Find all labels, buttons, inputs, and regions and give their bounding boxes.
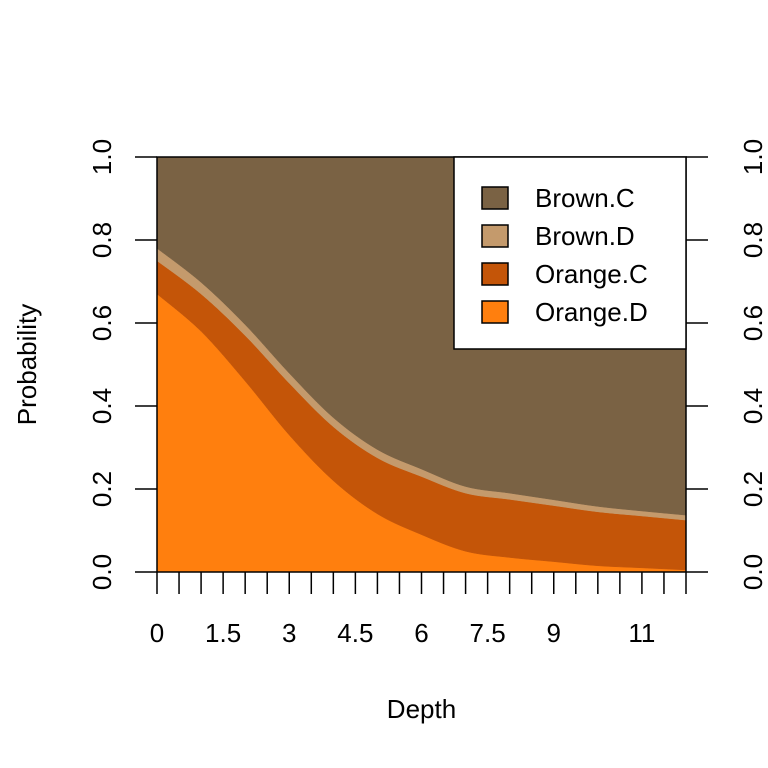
x-tick-label: 9 — [547, 618, 561, 648]
x-axis-title: Depth — [387, 694, 456, 724]
y-tick-label-left: 1.0 — [87, 139, 117, 175]
y-tick-label-right: 0.0 — [738, 554, 768, 590]
legend-label-orange-c: Orange.C — [535, 259, 648, 289]
legend-swatch-brown-d — [481, 224, 509, 248]
axes: 0 1.5 3 4.5 6 7.5 9 11 0.0 0.0 0.2 0.2 0.4 0.4 0.6 0.6 0… — [87, 139, 768, 648]
legend-label-brown-c: Brown.C — [535, 183, 635, 213]
y-axis-title: Probability — [12, 304, 42, 425]
legend-swatch-orange-d — [481, 300, 509, 324]
legend-swatch-brown-c — [481, 186, 509, 210]
y-tick-label-left: 0.4 — [87, 388, 117, 424]
legend-label-orange-d: Orange.D — [535, 297, 648, 327]
x-tick-label: 1.5 — [205, 618, 241, 648]
y-tick-label-left: 0.6 — [87, 305, 117, 341]
y-tick-label-left: 0.0 — [87, 554, 117, 590]
y-tick-label-left: 0.8 — [87, 222, 117, 258]
y-tick-label-right: 0.6 — [738, 305, 768, 341]
legend-swatch-orange-c — [481, 262, 509, 286]
y-tick-label-right: 0.8 — [738, 222, 768, 258]
legend: Brown.C Brown.D Orange.C Orange.D — [453, 156, 687, 350]
x-tick-label: 4.5 — [337, 618, 373, 648]
y-tick-label-right: 0.4 — [738, 388, 768, 424]
x-tick-label: 11 — [628, 618, 655, 648]
legend-label-brown-d: Brown.D — [535, 221, 635, 251]
y-tick-label-right: 0.2 — [738, 471, 768, 507]
x-tick-label: 7.5 — [470, 618, 506, 648]
y-tick-label-right: 1.0 — [738, 139, 768, 175]
x-tick-label: 3 — [282, 618, 296, 648]
x-tick-label: 0 — [150, 618, 164, 648]
x-tick-label: 6 — [414, 618, 428, 648]
y-tick-label-left: 0.2 — [87, 471, 117, 507]
